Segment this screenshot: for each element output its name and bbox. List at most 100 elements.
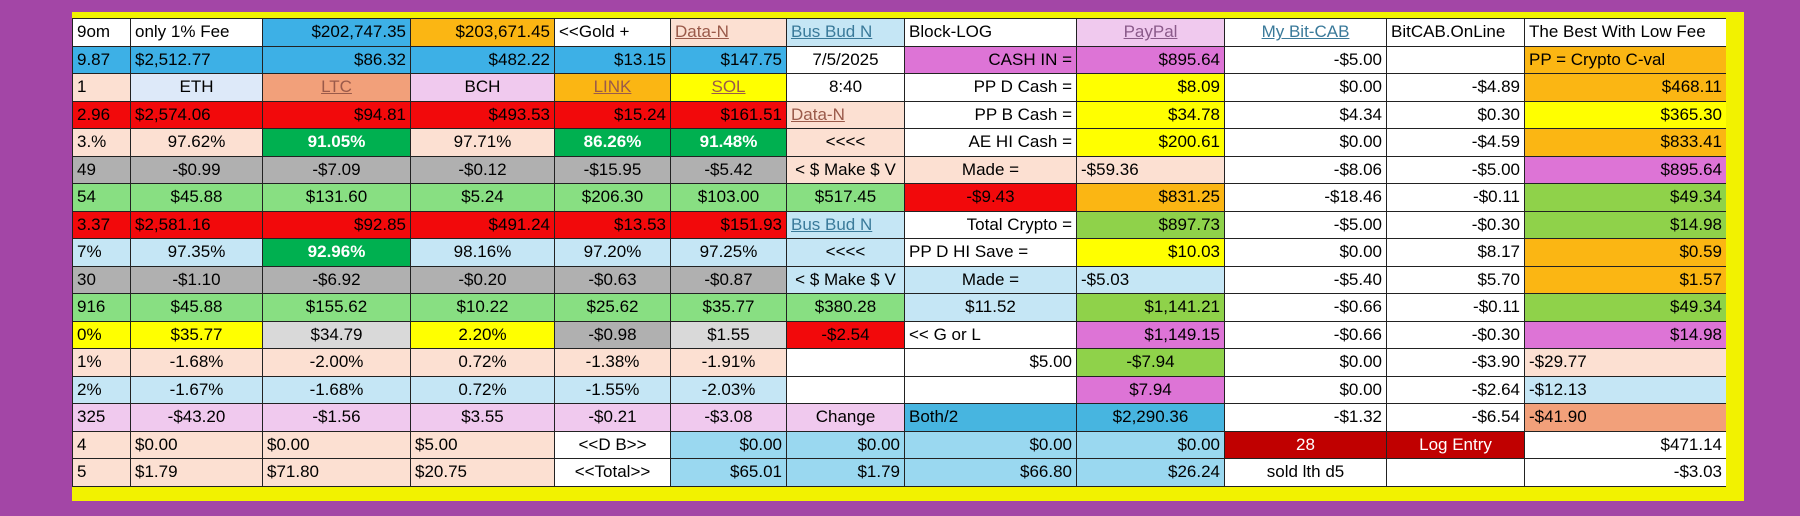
cell-r7-c10[interactable]: -$18.46 <box>1224 183 1387 212</box>
cell-r9-c8[interactable]: PP D HI Save = <box>904 238 1077 267</box>
cell-r5-c11[interactable]: -$4.59 <box>1386 128 1525 157</box>
cell-r12-c12[interactable]: $14.98 <box>1524 320 1727 349</box>
cell-r4-c12[interactable]: $365.30 <box>1524 100 1727 129</box>
cell-r10-c3[interactable]: -$6.92 <box>262 265 411 294</box>
cell-r2-c7[interactable]: 7/5/2025 <box>786 45 905 74</box>
cell-r9-c2[interactable]: 97.35% <box>130 238 263 267</box>
cell-r11-c5[interactable]: $25.62 <box>554 293 671 322</box>
cell-r4-c5[interactable]: $15.24 <box>554 100 671 129</box>
cell-r6-c4[interactable]: -$0.12 <box>410 155 555 184</box>
cell-r12-c2[interactable]: $35.77 <box>130 320 263 349</box>
cell-r15-c12[interactable]: -$41.90 <box>1524 403 1727 432</box>
cell-r8-c7[interactable]: Bus Bud N <box>786 210 905 239</box>
cell-r11-c1[interactable]: 916 <box>72 293 131 322</box>
cell-r10-c6[interactable]: -$0.87 <box>670 265 787 294</box>
cell-r8-c6[interactable]: $151.93 <box>670 210 787 239</box>
cell-r4-c7[interactable]: Data-N <box>786 100 905 129</box>
cell-r15-c3[interactable]: -$1.56 <box>262 403 411 432</box>
cell-r11-c3[interactable]: $155.62 <box>262 293 411 322</box>
cell-r16-c5[interactable]: <<D B>> <box>554 430 671 459</box>
cell-r15-c7[interactable]: Change <box>786 403 905 432</box>
cell-r2-c2[interactable]: $2,512.77 <box>130 45 263 74</box>
cell-r7-c8[interactable]: -$9.43 <box>904 183 1077 212</box>
cell-r5-c12[interactable]: $833.41 <box>1524 128 1727 157</box>
cell-r17-c1[interactable]: 5 <box>72 458 131 487</box>
cell-r11-c4[interactable]: $10.22 <box>410 293 555 322</box>
cell-r4-c11[interactable]: $0.30 <box>1386 100 1525 129</box>
cell-r16-c10[interactable]: 28 <box>1224 430 1387 459</box>
cell-r4-c2[interactable]: $2,574.06 <box>130 100 263 129</box>
cell-r9-c12[interactable]: $0.59 <box>1524 238 1727 267</box>
cell-r3-c8[interactable]: PP D Cash = <box>904 73 1077 102</box>
cell-r13-c2[interactable]: -1.68% <box>130 348 263 377</box>
cell-r3-c4[interactable]: BCH <box>410 73 555 102</box>
cell-r15-c9[interactable]: $2,290.36 <box>1076 403 1225 432</box>
cell-r13-c12[interactable]: -$29.77 <box>1524 348 1727 377</box>
cell-r15-c11[interactable]: -$6.54 <box>1386 403 1525 432</box>
cell-r8-c3[interactable]: $92.85 <box>262 210 411 239</box>
cell-r12-c7[interactable]: -$2.54 <box>786 320 905 349</box>
cell-r10-c11[interactable]: $5.70 <box>1386 265 1525 294</box>
cell-r4-c6[interactable]: $161.51 <box>670 100 787 129</box>
cell-r14-c12[interactable]: -$12.13 <box>1524 375 1727 404</box>
cell-r11-c6[interactable]: $35.77 <box>670 293 787 322</box>
cell-r6-c2[interactable]: -$0.99 <box>130 155 263 184</box>
cell-r8-c4[interactable]: $491.24 <box>410 210 555 239</box>
cell-r16-c2[interactable]: $0.00 <box>130 430 263 459</box>
cell-r3-c1[interactable]: 1 <box>72 73 131 102</box>
cell-r16-c7[interactable]: $0.00 <box>786 430 905 459</box>
cell-r7-c12[interactable]: $49.34 <box>1524 183 1727 212</box>
cell-r1-c11[interactable]: BitCAB.OnLine <box>1386 18 1525 47</box>
cell-r11-c8[interactable]: $11.52 <box>904 293 1077 322</box>
cell-r10-c7[interactable]: < $ Make $ V <box>786 265 905 294</box>
cell-r3-c12[interactable]: $468.11 <box>1524 73 1727 102</box>
cell-r10-c4[interactable]: -$0.20 <box>410 265 555 294</box>
cell-r10-c5[interactable]: -$0.63 <box>554 265 671 294</box>
cell-r7-c1[interactable]: 54 <box>72 183 131 212</box>
cell-r14-c3[interactable]: -1.68% <box>262 375 411 404</box>
cell-r13-c3[interactable]: -2.00% <box>262 348 411 377</box>
cell-r2-c10[interactable]: -$5.00 <box>1224 45 1387 74</box>
cell-r4-c1[interactable]: 2.96 <box>72 100 131 129</box>
cell-r2-c8[interactable]: CASH IN = <box>904 45 1077 74</box>
cell-r4-c9[interactable]: $34.78 <box>1076 100 1225 129</box>
cell-r3-c7[interactable]: 8:40 <box>786 73 905 102</box>
cell-r15-c1[interactable]: 325 <box>72 403 131 432</box>
cell-r7-c6[interactable]: $103.00 <box>670 183 787 212</box>
cell-r1-c2[interactable]: only 1% Fee <box>130 18 263 47</box>
cell-r1-c10[interactable]: My Bit-CAB <box>1224 18 1387 47</box>
cell-r14-c11[interactable]: -$2.64 <box>1386 375 1525 404</box>
cell-r16-c1[interactable]: 4 <box>72 430 131 459</box>
cell-r7-c11[interactable]: -$0.11 <box>1386 183 1525 212</box>
cell-r9-c6[interactable]: 97.25% <box>670 238 787 267</box>
cell-r17-c12[interactable]: -$3.03 <box>1524 458 1727 487</box>
cell-r8-c1[interactable]: 3.37 <box>72 210 131 239</box>
cell-r3-c5[interactable]: LINK <box>554 73 671 102</box>
cell-r1-c4[interactable]: $203,671.45 <box>410 18 555 47</box>
cell-r9-c4[interactable]: 98.16% <box>410 238 555 267</box>
cell-r9-c11[interactable]: $8.17 <box>1386 238 1525 267</box>
cell-r16-c12[interactable]: $471.14 <box>1524 430 1727 459</box>
cell-r4-c4[interactable]: $493.53 <box>410 100 555 129</box>
cell-r13-c10[interactable]: $0.00 <box>1224 348 1387 377</box>
cell-r11-c7[interactable]: $380.28 <box>786 293 905 322</box>
cell-r10-c8[interactable]: Made = <box>904 265 1077 294</box>
cell-r16-c8[interactable]: $0.00 <box>904 430 1077 459</box>
cell-r17-c2[interactable]: $1.79 <box>130 458 263 487</box>
cell-r9-c5[interactable]: 97.20% <box>554 238 671 267</box>
cell-r13-c4[interactable]: 0.72% <box>410 348 555 377</box>
cell-r2-c4[interactable]: $482.22 <box>410 45 555 74</box>
cell-r14-c4[interactable]: 0.72% <box>410 375 555 404</box>
cell-r5-c6[interactable]: 91.48% <box>670 128 787 157</box>
cell-r13-c11[interactable]: -$3.90 <box>1386 348 1525 377</box>
cell-r12-c11[interactable]: -$0.30 <box>1386 320 1525 349</box>
cell-r11-c9[interactable]: $1,141.21 <box>1076 293 1225 322</box>
cell-r3-c9[interactable]: $8.09 <box>1076 73 1225 102</box>
cell-r15-c2[interactable]: -$43.20 <box>130 403 263 432</box>
cell-r10-c2[interactable]: -$1.10 <box>130 265 263 294</box>
cell-r14-c5[interactable]: -1.55% <box>554 375 671 404</box>
cell-r2-c9[interactable]: $895.64 <box>1076 45 1225 74</box>
cell-r14-c1[interactable]: 2% <box>72 375 131 404</box>
cell-r1-c1[interactable]: 9om <box>72 18 131 47</box>
cell-r6-c11[interactable]: -$5.00 <box>1386 155 1525 184</box>
